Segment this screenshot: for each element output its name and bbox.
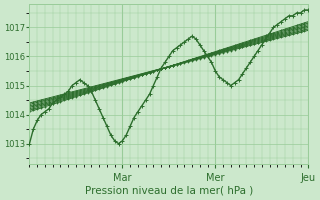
X-axis label: Pression niveau de la mer( hPa ): Pression niveau de la mer( hPa ) <box>85 186 253 196</box>
